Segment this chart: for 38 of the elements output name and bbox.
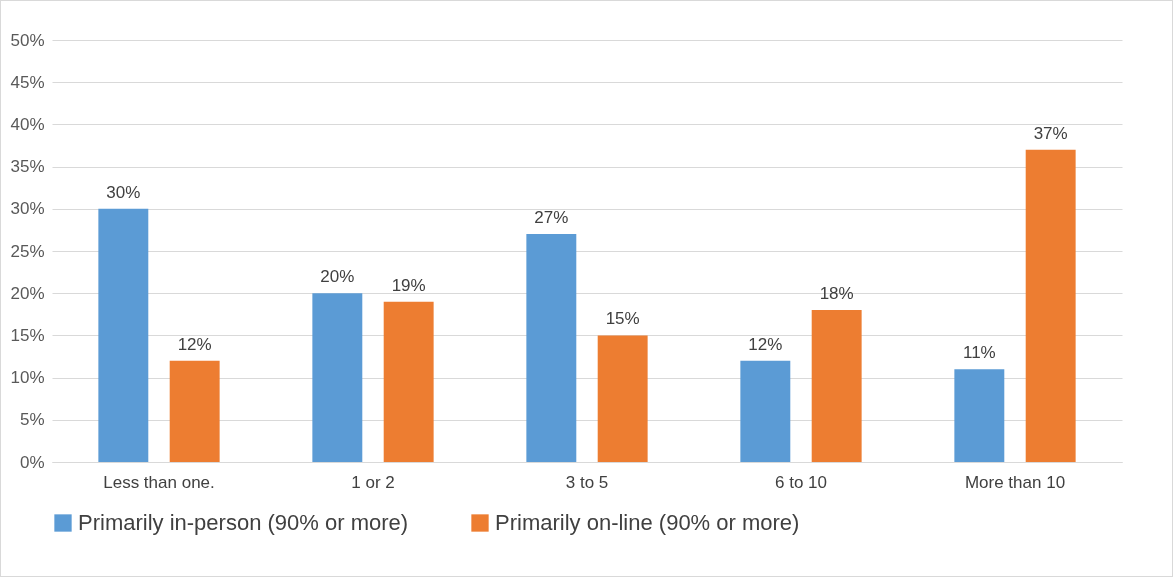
- y-tick-label: 30%: [10, 199, 45, 219]
- bar: [597, 335, 648, 462]
- data-label: 30%: [106, 182, 141, 202]
- x-tick-label: 1 or 2: [351, 472, 395, 492]
- data-label: 12%: [748, 334, 783, 354]
- y-tick-label: 5%: [19, 410, 45, 430]
- data-label: 15%: [605, 309, 640, 329]
- data-label: 19%: [391, 275, 426, 295]
- bar: [811, 310, 862, 462]
- y-tick-label: 0%: [19, 452, 45, 472]
- x-tick-label: 6 to 10: [775, 472, 827, 492]
- y-tick-label: 15%: [10, 325, 45, 345]
- legend-label: Primarily in-person (90% or more): [78, 510, 409, 535]
- y-tick-label: 20%: [10, 283, 45, 303]
- bar: [169, 360, 220, 462]
- bar: [740, 360, 791, 462]
- data-label: 37%: [1033, 123, 1068, 143]
- x-tick-label: Less than one.: [103, 472, 215, 492]
- x-tick-label: More than 10: [964, 472, 1066, 492]
- data-label: 11%: [962, 343, 996, 363]
- y-tick-label: 45%: [10, 72, 45, 92]
- data-label: 27%: [534, 208, 569, 228]
- y-tick-label: 25%: [10, 241, 45, 261]
- y-tick-label: 35%: [10, 157, 45, 177]
- data-label: 18%: [819, 284, 854, 304]
- bar: [383, 301, 434, 462]
- x-tick-label: 3 to 5: [565, 472, 609, 492]
- data-label: 12%: [177, 334, 212, 354]
- data-label: 20%: [320, 267, 355, 287]
- bar: [954, 369, 1005, 462]
- bar: [98, 208, 149, 462]
- y-tick-label: 50%: [10, 30, 45, 50]
- legend-label: Primarily on-line (90% or more): [495, 510, 800, 535]
- y-tick-label: 40%: [10, 114, 45, 134]
- bar: [1025, 149, 1076, 462]
- bar: [526, 234, 577, 462]
- bar: [312, 293, 363, 462]
- y-tick-label: 10%: [10, 368, 45, 388]
